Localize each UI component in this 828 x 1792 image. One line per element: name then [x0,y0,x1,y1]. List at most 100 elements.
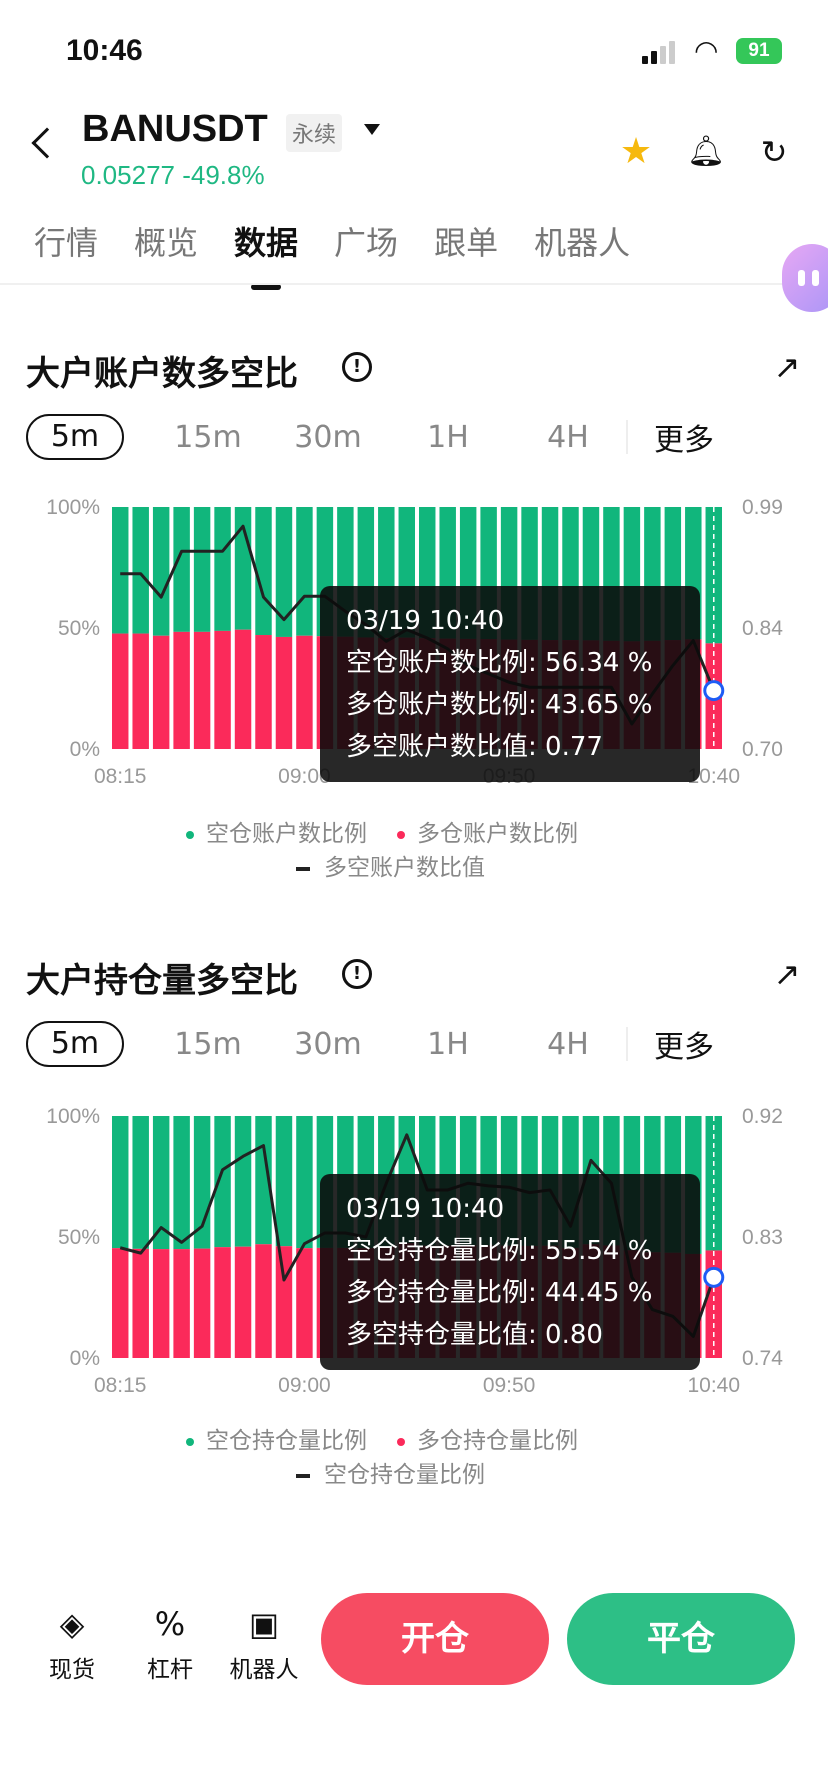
period-more[interactable]: 更多 [654,423,714,458]
long-bar [152,635,170,749]
x-axis-tick: 09:00 [278,1374,331,1397]
long-bar [214,1247,231,1358]
left-axis-tick: 100% [46,496,100,519]
right-axis-tick: 0.99 [742,496,783,519]
legend-long[interactable]: 多仓账户数比例 [397,814,578,848]
short-bar [255,507,272,636]
long-bar [275,636,293,749]
contract-type-badge: 永续 [286,114,343,152]
bot-nav[interactable]: ▣ 机器人 [224,1604,304,1684]
tooltip-long-short-ratio: 多空持仓量比值: 0.80 [346,1320,603,1350]
chart2-legend-line[interactable]: 空仓持仓量比例 [296,1455,485,1489]
chart2-tooltip: 03/19 10:40 空仓持仓量比例: 55.54 % 多仓持仓量比例: 44… [320,1174,700,1370]
info-icon[interactable]: ! [342,959,372,989]
short-bar [214,1116,231,1248]
short-bar [705,507,722,644]
chart2-legend: 空仓持仓量比例 多仓持仓量比例 [186,1421,578,1455]
long-bar [193,1248,211,1358]
chart1-title: 大户账户数多空比 [26,354,298,394]
tooltip-short-ratio: 空仓账户数比例: 56.34 % [346,648,653,678]
chart1-period-selector: 5m 15m 30m 1H 4H 更多 [26,414,714,460]
chart1-tooltip: 03/19 10:40 空仓账户数比例: 56.34 % 多仓账户数比例: 43… [320,586,700,782]
info-icon[interactable]: ! [342,352,372,382]
leverage-icon: % [154,1605,186,1643]
tab-overview[interactable]: 概览 [134,224,199,262]
period-divider [626,1027,628,1061]
period-1h[interactable]: 1H [427,1026,469,1062]
period-30m[interactable]: 30m [294,419,362,455]
symbol-title[interactable]: BANUSDT [82,108,268,150]
chart1-legend-line[interactable]: 多空账户数比值 [296,848,485,882]
short-bar [173,507,190,632]
assistant-bubble[interactable] [782,244,828,312]
period-divider [626,420,628,454]
tooltip-long-ratio: 多仓持仓量比例: 44.45 % [346,1278,653,1308]
robot-icon: ▣ [248,1605,280,1643]
spot-nav[interactable]: ◈ 现货 [32,1604,112,1684]
leverage-nav[interactable]: % 杠杆 [130,1604,210,1684]
legend-short[interactable]: 空仓持仓量比例 [186,1421,367,1455]
right-axis-tick: 0.70 [742,738,783,761]
open-position-button[interactable]: 开仓 [321,1593,549,1685]
chart2-period-selector: 5m 15m 30m 1H 4H 更多 [26,1021,714,1067]
spot-icon: ◈ [59,1605,85,1643]
x-axis-tick: 09:00 [278,765,331,788]
share-icon[interactable]: ↻ [760,133,788,171]
long-bar [173,1249,190,1358]
short-bar [275,1116,293,1247]
tab-market[interactable]: 行情 [34,224,99,262]
chart2-title: 大户持仓量多空比 [26,961,298,1001]
period-15m[interactable]: 15m [174,1026,242,1062]
long-bar [275,1246,293,1358]
short-bar [152,507,170,636]
tooltip-long-ratio: 多仓账户数比例: 43.65 % [346,690,653,720]
back-button[interactable] [31,127,63,159]
short-bar [214,507,231,631]
long-bar [234,629,252,749]
alert-bell-icon[interactable]: 🔔︎ [686,134,726,169]
legend-short[interactable]: 空仓账户数比例 [186,814,367,848]
tooltip-short-ratio: 空仓持仓量比例: 55.54 % [346,1236,653,1266]
period-30m[interactable]: 30m [294,1026,362,1062]
short-bar [234,1116,252,1247]
tab-square[interactable]: 广场 [334,224,399,262]
short-bar [132,507,149,634]
x-axis-tick: 09:50 [483,1374,536,1397]
x-axis-tick: 08:15 [94,1374,147,1397]
long-bar [132,1248,149,1358]
short-bar [296,507,313,636]
long-bar [234,1246,252,1358]
favorite-star-icon[interactable]: ★ [619,131,653,172]
tab-data[interactable]: 数据 [234,218,298,290]
period-1h[interactable]: 1H [427,419,469,455]
fullscreen-share-icon[interactable]: ↗ [773,348,801,386]
fullscreen-share-icon[interactable]: ↗ [773,955,801,993]
left-axis-tick: 50% [58,1226,100,1249]
right-axis-tick: 0.92 [742,1105,783,1128]
period-4h[interactable]: 4H [547,419,589,455]
tab-bots[interactable]: 机器人 [534,224,631,262]
chart1-legend: 空仓账户数比例 多仓账户数比例 [186,814,578,848]
short-bar [112,1116,129,1249]
period-5m[interactable]: 5m [26,1021,124,1067]
period-15m[interactable]: 15m [174,419,242,455]
short-bar [132,1116,149,1249]
short-bar [152,1116,170,1250]
long-bar [112,633,129,749]
symbol-dropdown-icon[interactable] [364,124,380,135]
period-more[interactable]: 更多 [654,1030,714,1065]
close-position-button[interactable]: 平仓 [567,1593,795,1685]
long-bar [173,631,190,749]
tab-copy-trading[interactable]: 跟单 [434,224,499,262]
legend-long[interactable]: 多仓持仓量比例 [397,1421,578,1455]
highlight-point [703,680,725,702]
period-4h[interactable]: 4H [547,1026,589,1062]
short-bar [275,507,293,637]
short-bar [296,1116,313,1249]
signal-icon [642,40,675,64]
tooltip-long-short-ratio: 多空账户数比值: 0.77 [346,732,603,762]
long-bar [132,633,149,749]
long-bar [296,1248,313,1358]
period-5m[interactable]: 5m [26,414,124,460]
right-axis-tick: 0.83 [742,1226,783,1249]
